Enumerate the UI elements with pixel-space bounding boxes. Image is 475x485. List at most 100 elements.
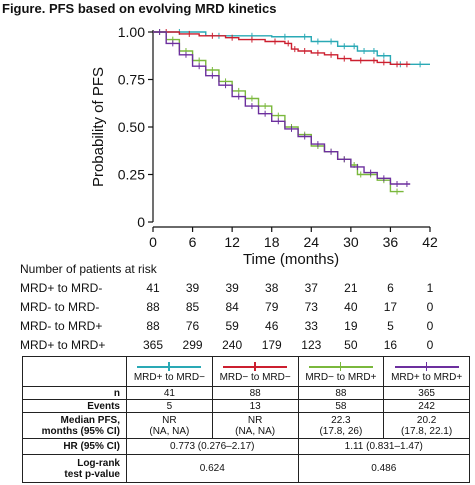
median-cell: 22.3 (17.8, 26) — [297, 412, 385, 439]
risk-count: 0 — [426, 300, 434, 314]
median-cell: 20.2 (17.8, 22.1) — [383, 412, 470, 439]
x-tick-label: 6 — [189, 234, 197, 250]
legend-swatch — [394, 362, 459, 371]
series-layer — [153, 29, 430, 195]
median-ci: (17.8, 26) — [319, 425, 363, 437]
y-tick-label: 1.00 — [118, 24, 145, 40]
median-label: Median PFS, months (95% CI) — [22, 412, 127, 439]
legend-row: MRD+ to MRD− MRD− to MRD− MRD− to MRD+ M… — [22, 356, 470, 387]
legend-cell: MRD− to MRD+ — [297, 356, 385, 387]
risk-count: 41 — [146, 281, 160, 295]
x-tick-label: 0 — [149, 234, 157, 250]
risk-row-label: MRD- to MRD+ — [20, 319, 103, 333]
risk-count: 16 — [383, 338, 398, 352]
risk-count: 6 — [387, 281, 394, 295]
median-label-line1: Median PFS, — [60, 414, 120, 426]
events-cell: 13 — [211, 399, 299, 413]
median-cell: NR (NA, NA) — [211, 412, 299, 439]
risk-row-label: MRD- to MRD- — [20, 300, 100, 314]
km-plot: 0 6 12 18 24 30 36 42 0 0.25 0.50 0.75 1.00 Time (mo… — [90, 24, 438, 268]
n-row: n 41 88 88 365 — [22, 386, 470, 400]
risk-count: 79 — [265, 300, 279, 314]
y-tick-label: 0 — [137, 214, 145, 230]
n-cell: 88 — [297, 386, 385, 400]
risk-count: 0 — [426, 319, 434, 333]
events-cell: 58 — [297, 399, 385, 413]
legend-label: MRD− to MRD+ — [305, 372, 377, 383]
risk-count: 73 — [304, 300, 318, 314]
events-cell: 242 — [383, 399, 470, 413]
legend-cell: MRD+ to MRD− — [126, 356, 213, 387]
risk-row-label: MRD+ to MRD- — [20, 281, 103, 295]
median-value: NR — [247, 414, 263, 426]
chart-title: Figure. PFS based on evolving MRD kineti… — [2, 1, 277, 16]
legend-label: MRD+ to MRD− — [133, 372, 205, 383]
risk-count: 179 — [261, 338, 282, 352]
legend-label: MRD+ to MRD+ — [391, 372, 463, 383]
events-row: Events 5 13 58 242 — [22, 399, 470, 413]
risk-count: 39 — [225, 281, 239, 295]
y-tick-label: 0.75 — [118, 72, 145, 88]
median-label-line2: months (95% CI) — [41, 425, 120, 437]
risk-count: 50 — [344, 338, 358, 352]
risk-count: 40 — [344, 300, 358, 314]
median-ci: (17.8, 22.1) — [401, 425, 453, 437]
km-curve-3 — [153, 31, 411, 185]
median-row: Median PFS, months (95% CI) NR (NA, NA) NR… — [22, 412, 470, 439]
y-tick-label: 0.25 — [118, 167, 145, 183]
median-ci: (NA, NA) — [149, 425, 190, 437]
median-cell: NR (NA, NA) — [126, 412, 213, 439]
median-value: 22.3 — [331, 414, 351, 426]
legend-swatch — [137, 362, 202, 371]
risk-count: 5 — [387, 319, 394, 333]
logrank-cell: 0.486 — [297, 454, 470, 483]
n-cell: 88 — [211, 386, 299, 400]
risk-count: 88 — [146, 319, 160, 333]
x-axis-title: Time (months) — [243, 251, 339, 268]
risk-row-label: MRD+ to MRD+ — [20, 338, 106, 352]
x-tick-label: 24 — [303, 234, 319, 250]
risk-count: 88 — [146, 300, 160, 314]
n-label: n — [22, 386, 127, 400]
logrank-label-line1: Log-rank — [77, 457, 120, 469]
logrank-label-line2: test p-value — [64, 468, 120, 480]
corner-cell — [22, 356, 127, 387]
n-cell: 365 — [383, 386, 470, 400]
risk-count: 84 — [225, 300, 239, 314]
n-cell: 41 — [126, 386, 213, 400]
legend-swatch — [223, 362, 288, 371]
median-value: NR — [162, 414, 177, 426]
legend-label: MRD− to MRD− — [219, 372, 291, 383]
risk-count: 21 — [344, 281, 358, 295]
km-curve-2 — [153, 31, 404, 193]
logrank-cell: 0.624 — [126, 454, 299, 483]
logrank-label: Log-rank test p-value — [22, 454, 127, 483]
risk-count: 76 — [185, 319, 200, 333]
risk-count: 39 — [185, 281, 200, 295]
legend-cell: MRD+ to MRD+ — [383, 356, 470, 387]
x-tick-label: 30 — [343, 234, 359, 250]
risk-count: 33 — [304, 319, 318, 333]
legend-cell: MRD− to MRD− — [211, 356, 299, 387]
risk-count: 59 — [225, 319, 239, 333]
risk-count: 38 — [265, 281, 279, 295]
x-tick-label: 36 — [383, 234, 399, 250]
y-tick-label: 0.50 — [118, 119, 145, 135]
events-cell: 5 — [126, 399, 213, 413]
x-tick-label: 12 — [224, 234, 240, 250]
risk-count: 240 — [222, 338, 243, 352]
median-ci: (NA, NA) — [235, 425, 276, 437]
y-axis-title: Probability of PFS — [90, 67, 107, 187]
x-tick-label: 18 — [264, 234, 280, 250]
hr-label: HR (95% CI) — [22, 438, 127, 455]
hr-row: HR (95% CI) 0.773 (0.276–2.17) 1.11 (0.8… — [22, 438, 470, 455]
risk-count: 1 — [426, 281, 434, 295]
logrank-row: Log-rank test p-value 0.624 0.486 — [22, 454, 470, 483]
risk-count: 19 — [344, 319, 358, 333]
risk-count: 299 — [182, 338, 203, 352]
km-curve-1 — [153, 31, 411, 65]
hr-cell: 1.11 (0.831–1.47) — [297, 438, 470, 455]
risk-table-title: Number of patients at risk — [20, 262, 157, 276]
risk-count: 46 — [265, 319, 279, 333]
risk-count: 0 — [426, 338, 434, 352]
